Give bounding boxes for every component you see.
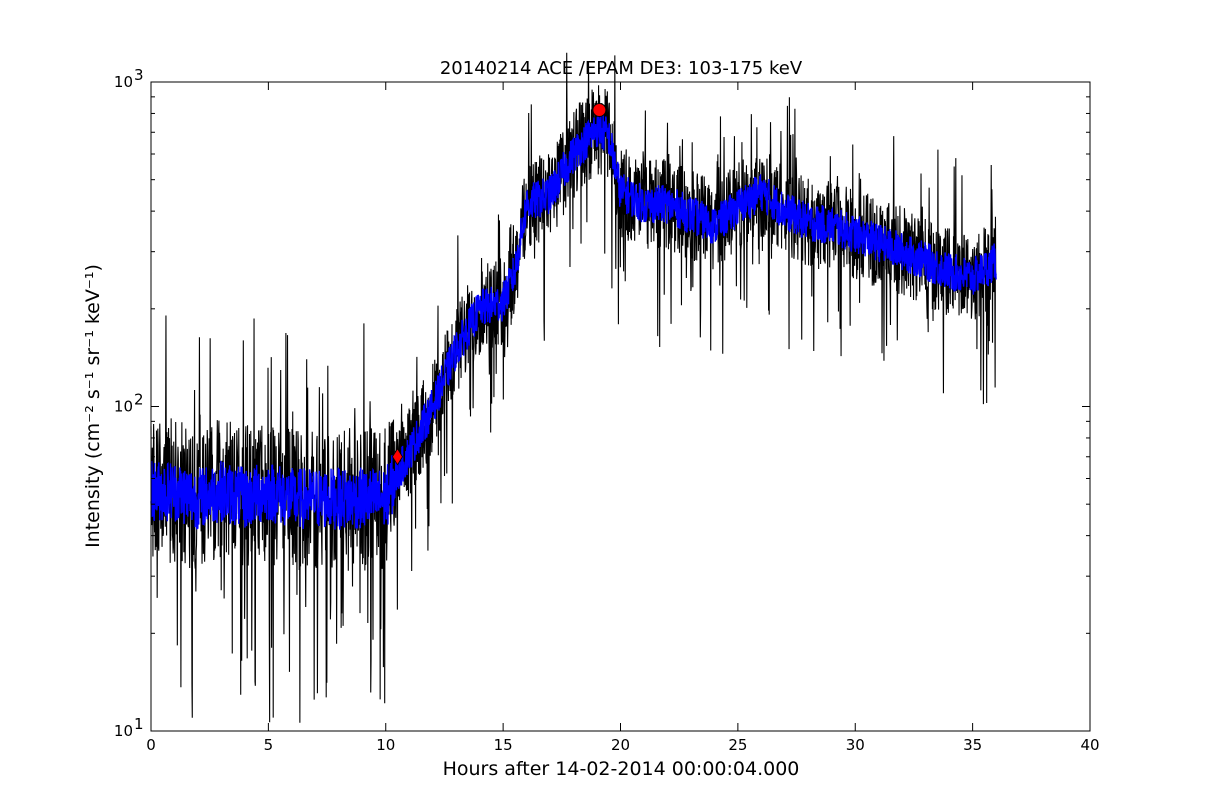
marker-layer [392, 102, 607, 466]
x-tick-label: 10 [376, 736, 395, 754]
x-tick-label: 0 [146, 736, 156, 754]
plot-area [150, 52, 1091, 732]
y-tick-label: 10 [114, 398, 133, 416]
y-axis-title: Intensity (cm⁻² s⁻¹ sr⁻¹ keV⁻¹) [82, 264, 104, 548]
chart-title: 20140214 ACE /EPAM DE3: 103-175 keV [440, 58, 803, 79]
series-smoothed-line [150, 111, 997, 530]
x-tick-label: 15 [494, 736, 513, 754]
x-tick-label: 25 [728, 736, 747, 754]
y-tick-label: 10 [114, 73, 133, 91]
x-tick-label: 30 [846, 736, 865, 754]
series-layer [150, 52, 997, 723]
x-tick-label: 40 [1080, 736, 1099, 754]
peak-marker [592, 102, 607, 117]
y-tick-exponent: 3 [134, 66, 144, 84]
y-tick-label: 10 [114, 722, 133, 740]
onset-marker [392, 448, 403, 466]
y-tick-exponent: 1 [134, 715, 144, 733]
x-axis-title: Hours after 14-02-2014 00:00:04.000 [443, 758, 800, 780]
x-tick-label: 20 [611, 736, 630, 754]
x-tick-label: 35 [963, 736, 982, 754]
x-axis: 0 5 10 15 20 25 30 35 40 [146, 82, 1100, 754]
y-tick-exponent: 2 [134, 391, 144, 409]
x-tick-label: 5 [264, 736, 274, 754]
